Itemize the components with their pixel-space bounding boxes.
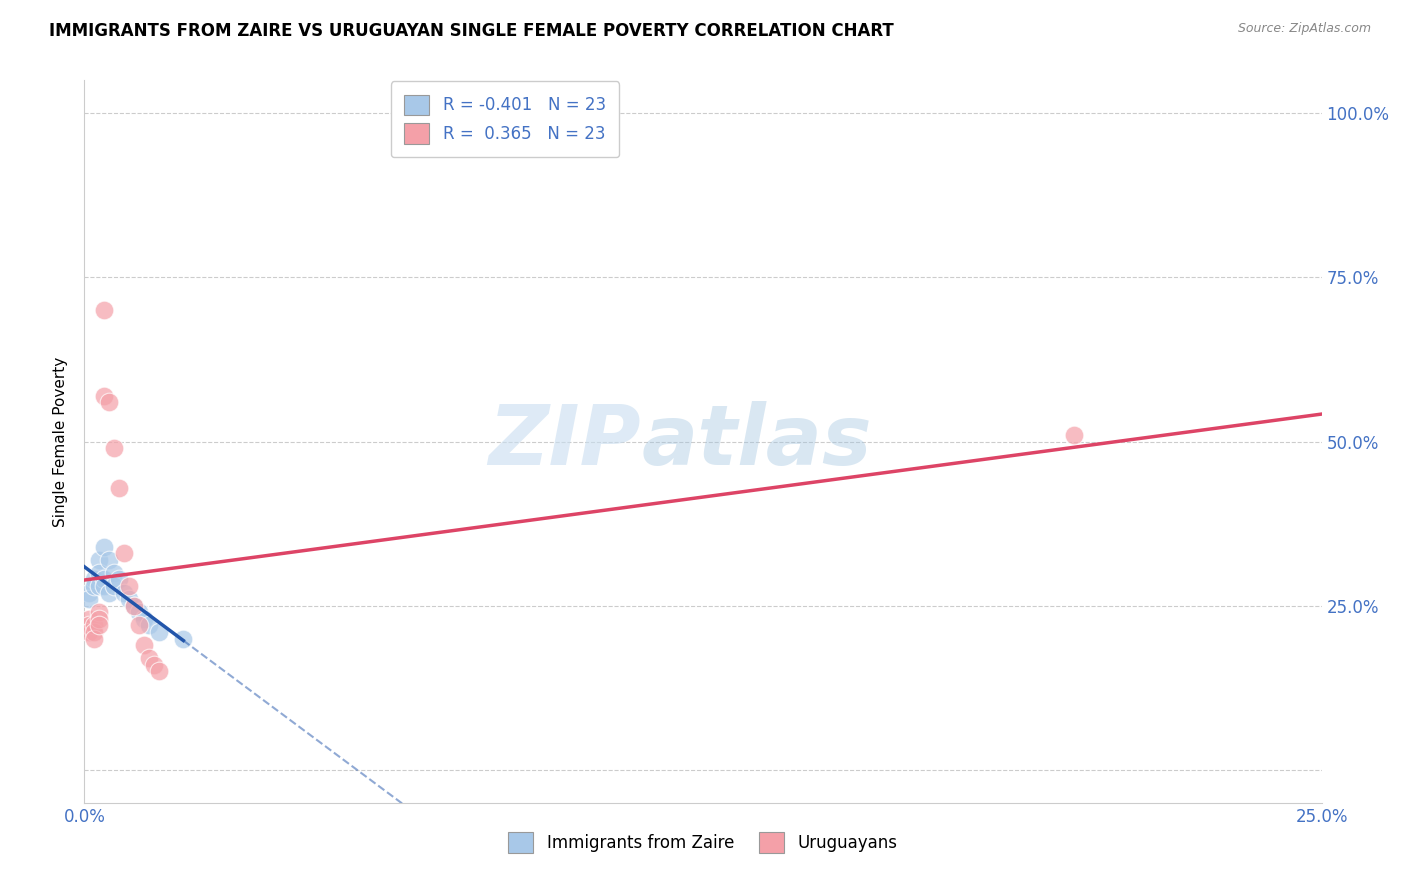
Point [138,618,160,632]
Y-axis label: Single Female Poverty: Single Female Poverty [53,357,69,526]
Point [112,546,135,560]
Point [79,585,101,599]
Point [103,441,125,455]
Point [93,579,115,593]
Point [79,612,101,626]
Point [93,573,115,587]
Point [148,665,170,679]
Point [98,585,121,599]
Point [118,592,141,607]
Point [93,388,115,402]
Point [79,592,101,607]
Point [132,612,155,626]
Point [122,599,145,613]
Point [98,395,121,409]
Point [83,573,105,587]
Point [79,625,101,640]
Point [112,585,135,599]
Point [108,481,131,495]
Point [172,632,194,646]
Point [103,566,125,580]
Legend: Immigrants from Zaire, Uruguayans: Immigrants from Zaire, Uruguayans [502,826,904,860]
Point [118,579,141,593]
Text: Source: ZipAtlas.com: Source: ZipAtlas.com [1237,22,1371,36]
Point [83,632,105,646]
Point [83,625,105,640]
Text: ZIP: ZIP [488,401,641,482]
Point [89,553,111,567]
Point [98,553,121,567]
Point [148,625,170,640]
Point [89,612,111,626]
Point [142,657,165,672]
Point [103,579,125,593]
Point [83,579,105,593]
Point [132,638,155,652]
Text: atlas: atlas [641,401,872,482]
Point [138,651,160,665]
Point [79,618,101,632]
Point [108,573,131,587]
Point [93,540,115,554]
Point [128,605,150,619]
Point [122,599,145,613]
Text: IMMIGRANTS FROM ZAIRE VS URUGUAYAN SINGLE FEMALE POVERTY CORRELATION CHART: IMMIGRANTS FROM ZAIRE VS URUGUAYAN SINGL… [49,22,894,40]
Point [89,579,111,593]
Point [83,618,105,632]
Point [93,303,115,318]
Point [1063,428,1085,442]
Point [89,618,111,632]
Point [89,566,111,580]
Point [89,605,111,619]
Point [128,618,150,632]
